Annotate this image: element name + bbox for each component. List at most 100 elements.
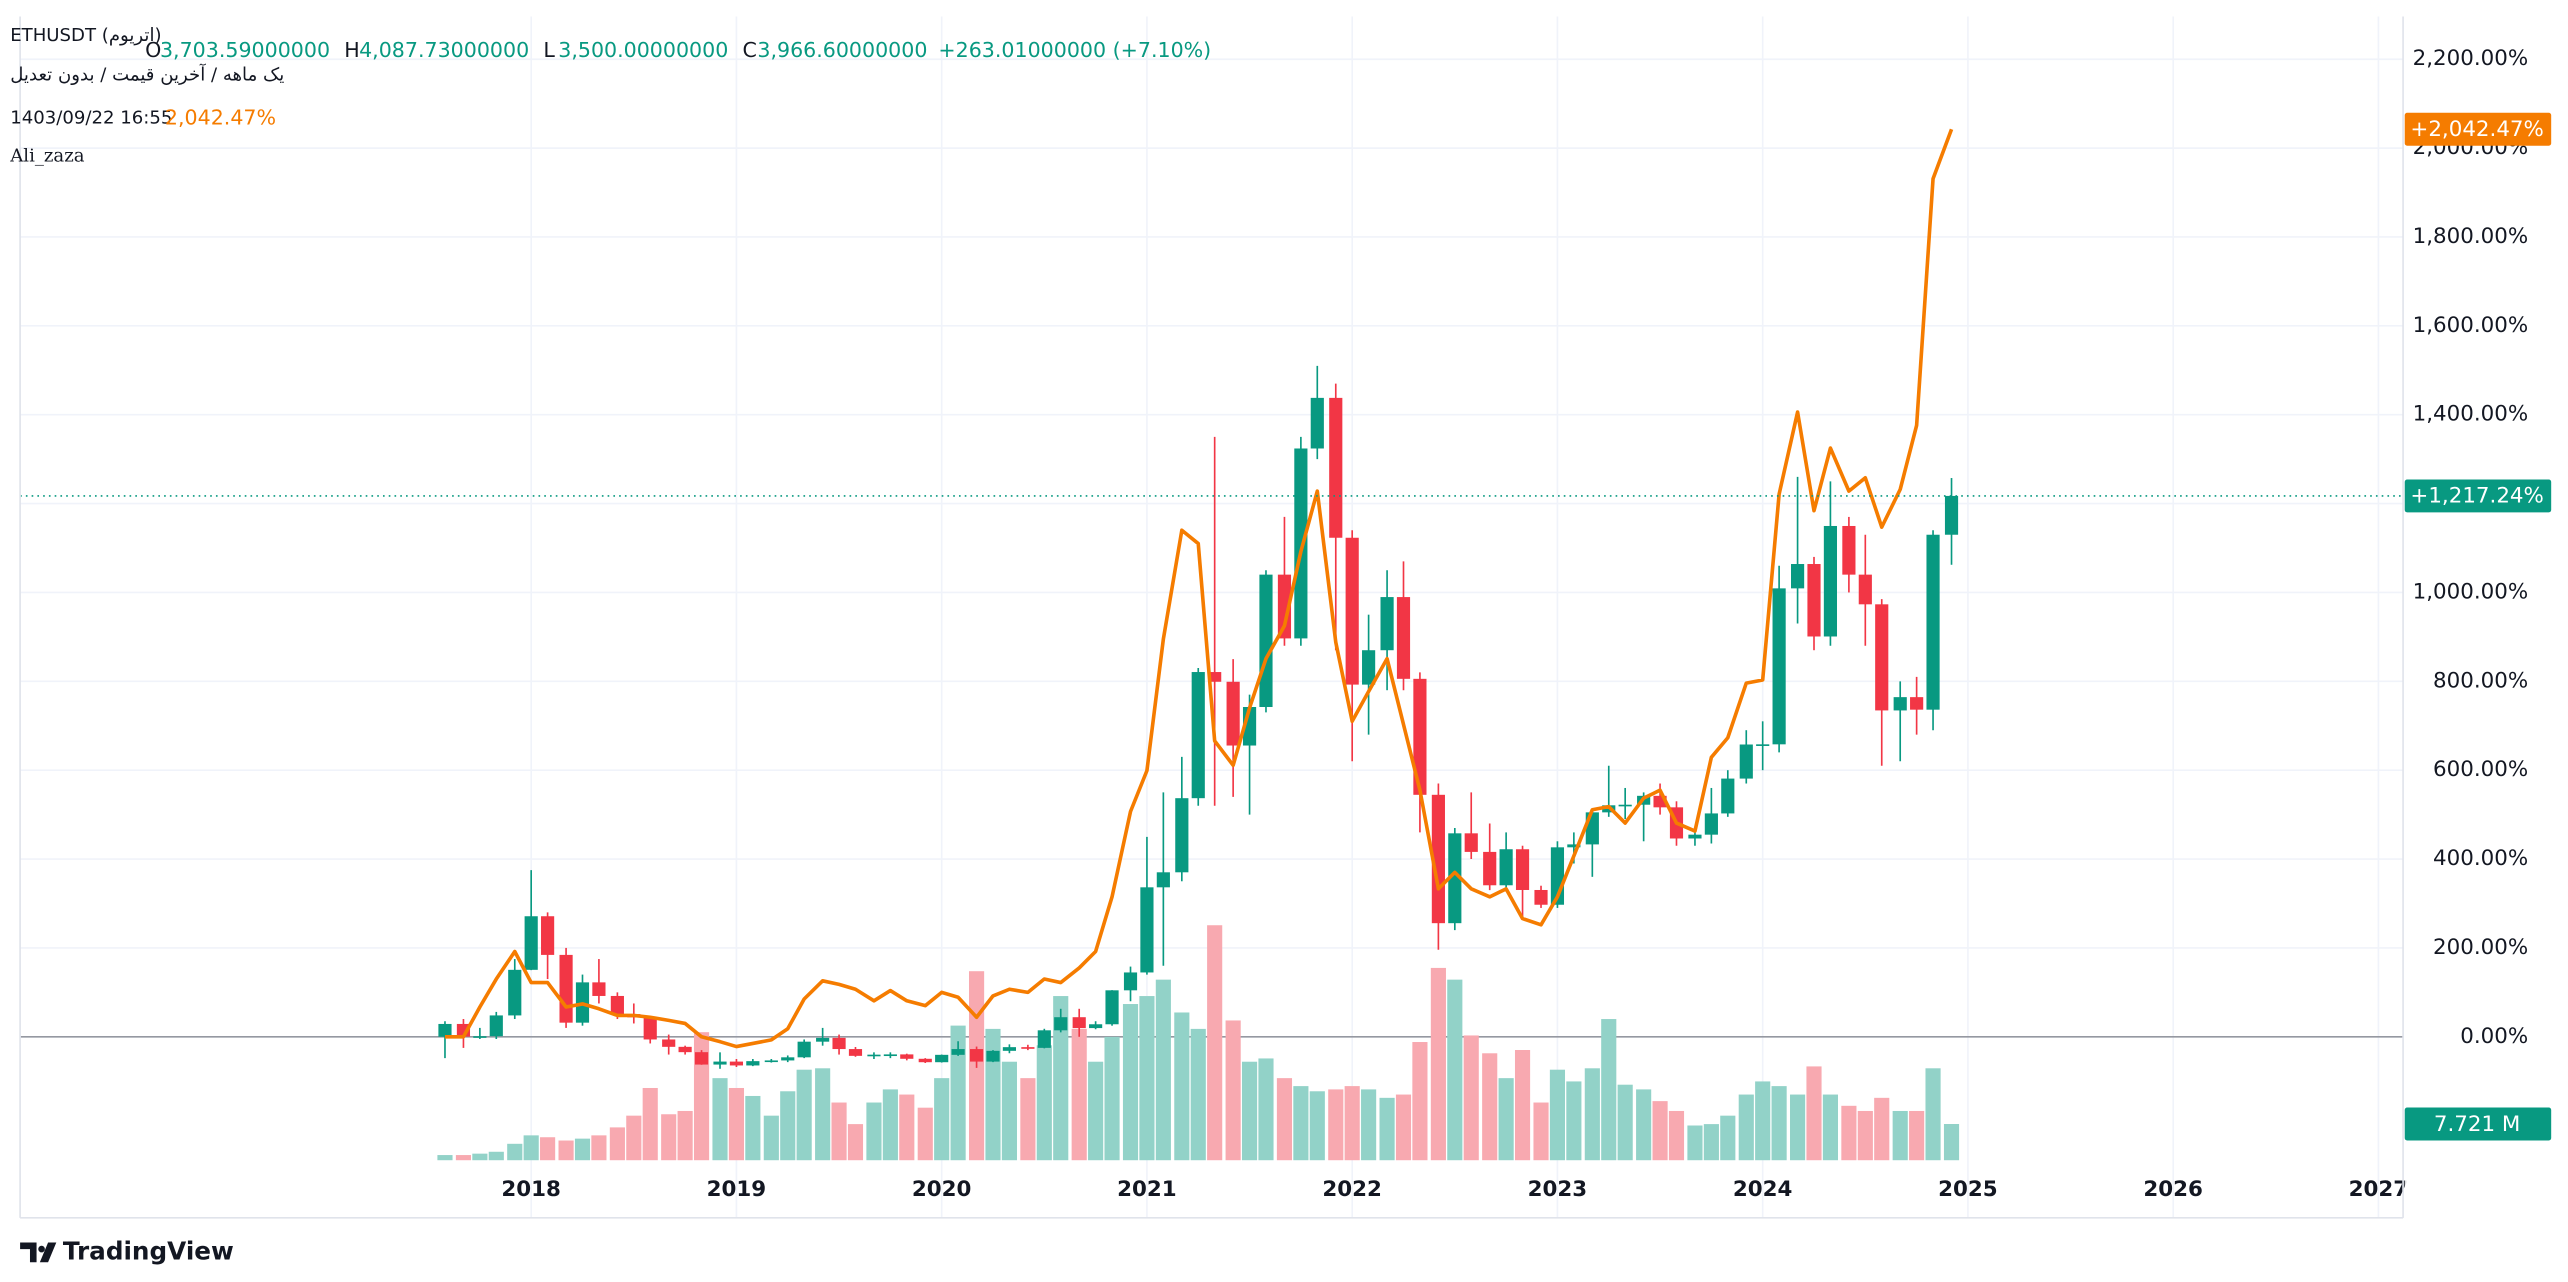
candle-body bbox=[1721, 778, 1735, 814]
candle-body bbox=[1396, 597, 1411, 679]
candle-body bbox=[1413, 678, 1427, 795]
candle-body bbox=[1156, 872, 1170, 888]
x-tick-label: 2026 bbox=[2143, 1177, 2203, 1202]
volume-bar bbox=[985, 1028, 1001, 1161]
candle-body bbox=[918, 1058, 932, 1063]
volume-bar bbox=[899, 1094, 915, 1161]
brand-logo: TradingView bbox=[20, 1236, 234, 1265]
x-tick-label: 2020 bbox=[912, 1177, 972, 1202]
volume-bar bbox=[1617, 1084, 1633, 1161]
volume-bar bbox=[661, 1114, 677, 1161]
volume-bar bbox=[1720, 1115, 1736, 1161]
volume-bar bbox=[1088, 1061, 1104, 1161]
volume-bar bbox=[712, 1078, 728, 1161]
candle-body bbox=[1926, 534, 1940, 710]
last-price-tag: +1,217.24% bbox=[2410, 484, 2543, 509]
volume-bar bbox=[1309, 1091, 1325, 1161]
volume-bar bbox=[1241, 1061, 1258, 1161]
volume-bar bbox=[1822, 1094, 1838, 1161]
candle-body bbox=[986, 1050, 1000, 1062]
volume-bar bbox=[1379, 1097, 1395, 1161]
volume-bar bbox=[1549, 1069, 1566, 1161]
candle-body bbox=[592, 982, 606, 996]
volume-bar bbox=[1104, 1036, 1120, 1161]
candle-body bbox=[1515, 849, 1530, 890]
volume-bar bbox=[455, 1155, 472, 1161]
volume-bar bbox=[1447, 979, 1463, 1161]
candle-body bbox=[1226, 681, 1240, 746]
volume-bar bbox=[1703, 1124, 1719, 1161]
candle-body bbox=[1191, 672, 1205, 799]
volume-bar bbox=[950, 1025, 966, 1161]
ohlc-letter: H bbox=[344, 38, 359, 62]
volume-bar bbox=[1155, 979, 1171, 1161]
ohlc-value: 4,087.73000000 bbox=[359, 38, 529, 62]
candle-body bbox=[508, 969, 522, 1016]
volume-bar bbox=[523, 1135, 539, 1161]
candle-body bbox=[1089, 1024, 1103, 1029]
axes: 2018 2019 2020 2021 2022 2023 2024 2025 2026 2027… bbox=[19, 0, 2568, 1220]
volume-bar bbox=[642, 1087, 658, 1161]
candle-body bbox=[1653, 795, 1667, 808]
candle-body bbox=[746, 1061, 760, 1066]
candle-body bbox=[1875, 604, 1889, 711]
volume-bar bbox=[488, 1151, 504, 1161]
volume-bar bbox=[1771, 1086, 1787, 1161]
volume-bar bbox=[1225, 1020, 1241, 1161]
candle-body bbox=[1910, 697, 1924, 710]
volume-bar bbox=[1139, 996, 1155, 1161]
candle-body bbox=[797, 1041, 811, 1058]
volume-bar bbox=[1207, 925, 1223, 1161]
candle-body bbox=[1944, 495, 1959, 535]
candle-body bbox=[1739, 744, 1753, 779]
candle-body bbox=[1380, 597, 1394, 651]
candle-body bbox=[1105, 990, 1119, 1025]
volume-bar bbox=[1892, 1110, 1908, 1161]
volume-bar bbox=[796, 1069, 812, 1161]
symbol: ETHUSDT (اتریوم) bbox=[10, 25, 161, 46]
last-price-tag-bg bbox=[2404, 479, 2552, 513]
volume-bar bbox=[574, 1138, 591, 1161]
volume-bar bbox=[1463, 1035, 1479, 1161]
volume-bar bbox=[866, 1102, 882, 1161]
compare-value: 2,042.47% bbox=[165, 105, 276, 129]
candle-body bbox=[1362, 650, 1376, 685]
candle-body bbox=[1534, 889, 1548, 905]
ohlc-value: 3,500.00000000 bbox=[558, 38, 728, 62]
volume-bar bbox=[1344, 1086, 1360, 1161]
candle-body bbox=[643, 1017, 657, 1040]
candle-body bbox=[900, 1054, 914, 1059]
volume-bar bbox=[1190, 1028, 1206, 1161]
candle-body bbox=[1140, 887, 1154, 973]
grid bbox=[20, 16, 2404, 1218]
candle-body bbox=[1277, 574, 1292, 639]
candle-body bbox=[848, 1049, 863, 1056]
candle-body bbox=[1310, 397, 1324, 449]
volume-bar bbox=[1874, 1097, 1890, 1161]
volume-bar bbox=[1258, 1058, 1274, 1161]
volume-bar bbox=[1841, 1105, 1857, 1161]
candle-body bbox=[678, 1046, 692, 1053]
y-tick-label: 200.00% bbox=[2433, 935, 2528, 960]
candle-body bbox=[473, 1036, 487, 1038]
candle-body bbox=[1294, 448, 1308, 639]
candle-body bbox=[781, 1057, 795, 1061]
candle-body bbox=[694, 1052, 709, 1065]
y-tick-label: 600.00% bbox=[2433, 757, 2528, 782]
x-tick-label: 2018 bbox=[501, 1177, 561, 1202]
candle-body bbox=[489, 1015, 503, 1037]
candle-body bbox=[662, 1039, 676, 1047]
volume-bar bbox=[917, 1107, 933, 1161]
candle-body bbox=[541, 916, 555, 955]
candle-body bbox=[764, 1060, 778, 1063]
volume-bar bbox=[1293, 1086, 1309, 1161]
volume-bar bbox=[728, 1087, 745, 1161]
volume-bar bbox=[1755, 1081, 1771, 1161]
candle-body bbox=[935, 1054, 949, 1063]
compare-date: 1403/09/22 16:55 bbox=[10, 107, 172, 128]
compare-line bbox=[444, 128, 1954, 1049]
volume-bar bbox=[1584, 1068, 1600, 1161]
volume-bar bbox=[677, 1110, 693, 1161]
